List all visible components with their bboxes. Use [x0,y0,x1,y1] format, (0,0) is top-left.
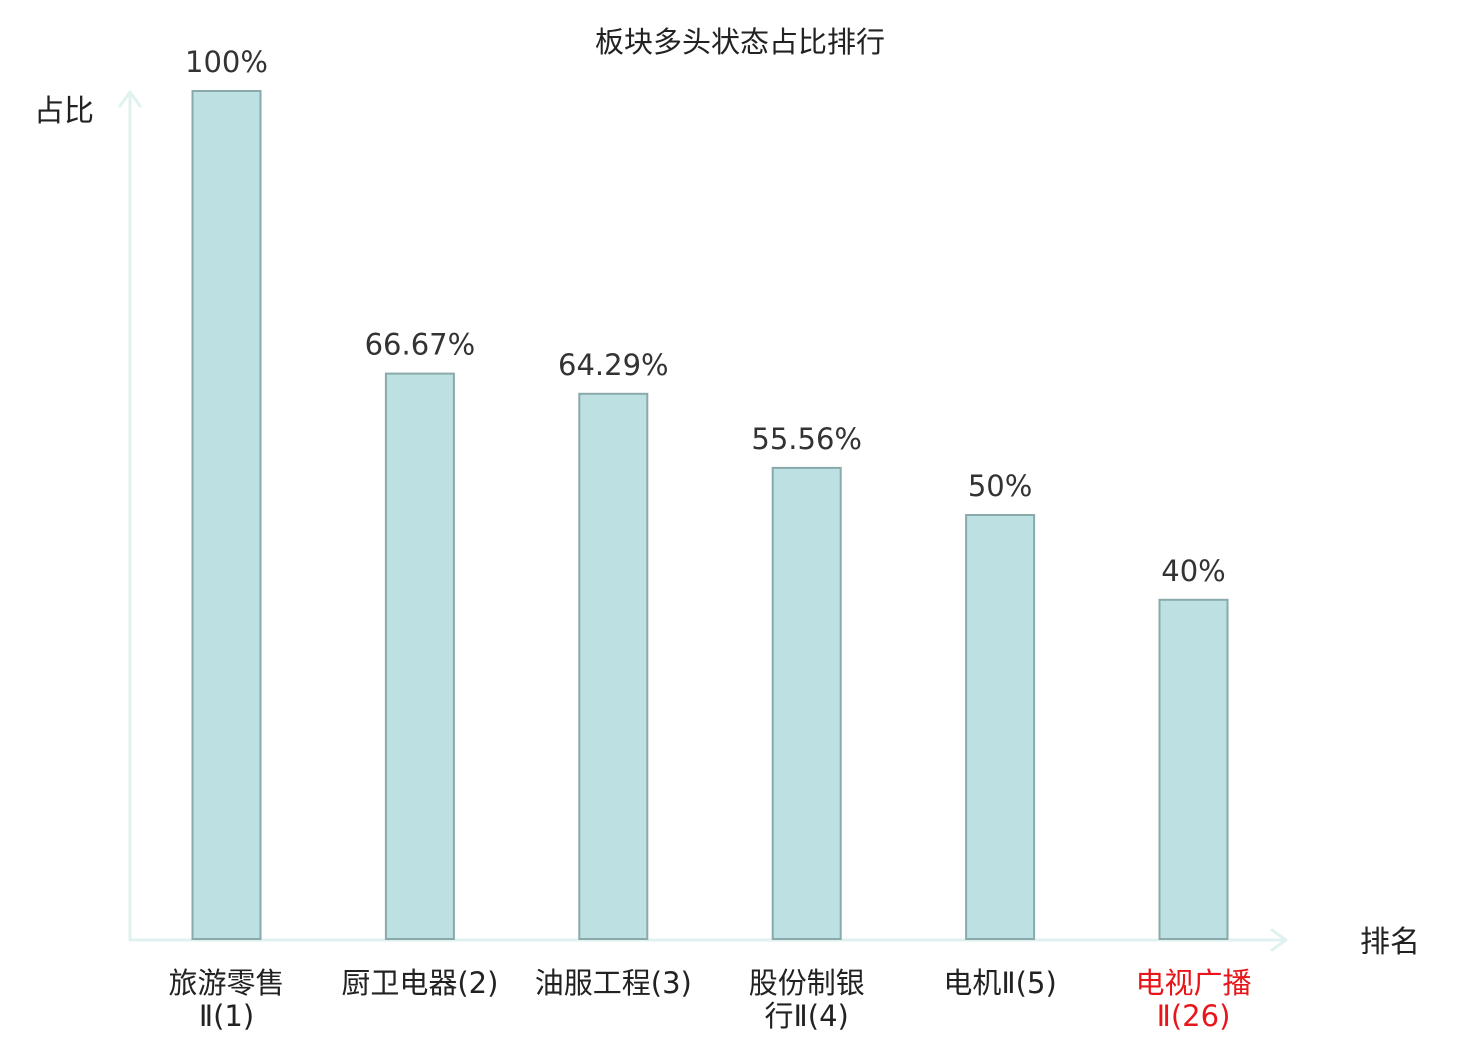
x-tick-label: 股份制银行Ⅱ(4) [749,966,865,1033]
bar-value-label: 50% [968,469,1032,503]
x-axis-arrow [1270,928,1288,952]
y-axis-arrow [118,90,142,108]
x-tick-label-line: 股份制银 [749,966,865,1000]
bars [191,90,1229,941]
bar-value-label: 100% [185,45,268,79]
bar-value-label: 40% [1161,554,1225,588]
x-tick-label-line: 油服工程(3) [535,966,692,1000]
bar-value-label: 55.56% [751,422,862,456]
x-tick-label-line: Ⅱ(1) [199,999,254,1033]
x-axis: 排名 [128,925,1420,960]
x-tick-label: 电机Ⅱ(5) [943,966,1056,1000]
bar [578,392,649,940]
x-tick-label-line: 厨卫电器(2) [341,966,498,1000]
x-axis-label: 排名 [1360,925,1420,960]
y-axis: 占比 [34,90,142,942]
x-tick-label: 油服工程(3) [535,966,692,1000]
x-tick-label: 厨卫电器(2) [341,966,498,1000]
value-labels: 100% 66.67% 64.29% 55.56% 50% 40% [185,45,1226,588]
bar [191,90,262,940]
bar-value-label: 66.67% [365,328,476,362]
x-tick-label-line: 行Ⅱ(4) [765,999,849,1033]
x-tick-label: 旅游零售 Ⅱ(1) [168,966,284,1033]
bar [384,372,455,941]
x-tick-label-line: 旅游零售 [168,966,284,1000]
x-tick-label-line: 电视广播 [1135,966,1251,1000]
bar-value-label: 64.29% [558,348,669,382]
x-tick-label-line: 电机Ⅱ(5) [943,966,1056,1000]
category-labels: 旅游零售 Ⅱ(1) 厨卫电器(2) 油服工程(3) 股份制银行Ⅱ(4) 电机Ⅱ(5) 电视广… [168,966,1251,1033]
bar [1158,598,1229,940]
x-tick-label: 电视广播 Ⅱ(26) [1135,966,1251,1033]
x-tick-label-line: Ⅱ(26) [1157,999,1231,1033]
chart-title: 板块多头状态占比排行 [595,25,885,59]
y-axis-label: 占比 [34,94,94,129]
bar [771,466,842,940]
bar [965,514,1036,940]
